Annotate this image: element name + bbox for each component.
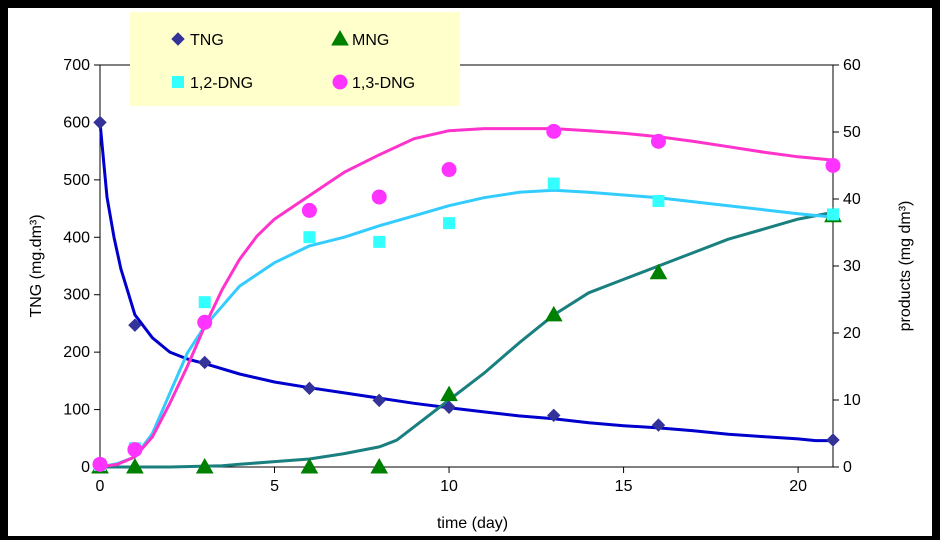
- legend-label-mng: MNG: [352, 32, 389, 49]
- tng-point: [651, 418, 666, 432]
- 1-2-dng-point: [443, 217, 456, 230]
- 1-3-dng-point: [441, 162, 457, 178]
- 1-3-dng-point: [197, 314, 213, 330]
- tng-point: [302, 381, 317, 396]
- 1-2-dng-point: [652, 195, 665, 208]
- tng-curve: [98, 120, 835, 443]
- 1-3-dng-point: [546, 123, 562, 139]
- mng-point: [370, 457, 389, 474]
- 1-2-dng-point: [373, 235, 386, 248]
- mng-point: [195, 457, 214, 474]
- 1-3-dng-point: [650, 133, 666, 149]
- 1-3-dng-point: [371, 189, 387, 205]
- legend-label-tng: TNG: [190, 32, 224, 49]
- legend-marker-mng: [331, 29, 349, 46]
- x-tick-label: 5: [270, 478, 279, 495]
- chart-card: 0 100 200 300 400 500 600 700 0 10 20 30 40 50 60 0 5 10 1…: [8, 8, 932, 536]
- right-tick-label: 10: [843, 392, 861, 409]
- mng-point: [649, 263, 668, 280]
- tng-point: [93, 115, 107, 130]
- x-tick-label: 10: [440, 478, 458, 495]
- tng-point: [547, 408, 561, 423]
- tng-point: [442, 400, 456, 414]
- y-left-axis-title: TNG (mg.dm³): [28, 214, 45, 317]
- legend-marker-1-3-dng: [332, 74, 348, 90]
- left-tick-label: 500: [63, 172, 90, 189]
- left-tick-label: 600: [63, 114, 90, 131]
- right-tick-label: 30: [843, 258, 861, 275]
- mng-point: [300, 457, 319, 474]
- right-tick-label: 0: [843, 459, 852, 476]
- 1-3-dng-curve: [98, 127, 835, 469]
- x-tick-label: 15: [615, 478, 633, 495]
- 1-3-dng-point: [301, 202, 317, 218]
- 1-2-dng-point: [547, 177, 560, 190]
- legend-marker-tng: [171, 32, 185, 46]
- right-tick-label: 20: [843, 325, 861, 342]
- legend-marker-1-2-dng: [172, 76, 184, 88]
- tng-point: [128, 318, 142, 332]
- x-tick-label: 0: [96, 478, 105, 495]
- left-tick-label: 200: [63, 344, 90, 361]
- right-tick-label: 40: [843, 191, 861, 208]
- x-axis-title: time (day): [437, 515, 508, 532]
- left-tick-label: 300: [63, 287, 90, 304]
- points-layer: [91, 115, 842, 474]
- mng-point: [544, 305, 563, 322]
- left-tick-label: 400: [63, 229, 90, 246]
- curves-layer: [98, 120, 835, 469]
- tng-point: [198, 355, 212, 370]
- 1-3-dng-point: [92, 456, 108, 472]
- left-tick-label: 0: [81, 459, 90, 476]
- legend-label-1-3-dng: 1,3-DNG: [352, 75, 415, 92]
- legend-label-1-2-dng: 1,2-DNG: [190, 75, 253, 92]
- 1-2-dng-curve: [98, 188, 835, 469]
- 1-3-dng-point: [825, 158, 841, 173]
- legend-box: [130, 12, 460, 106]
- tng-point: [826, 433, 840, 447]
- left-tick-label: 100: [63, 402, 90, 419]
- mng-curve: [98, 210, 835, 469]
- 1-2-dng-point: [198, 296, 211, 309]
- x-tick-label: 20: [789, 478, 807, 495]
- right-tick-label: 60: [843, 57, 861, 74]
- 1-3-dng-point: [127, 442, 143, 458]
- mng-point: [126, 457, 144, 474]
- right-tick-label: 50: [843, 124, 861, 141]
- y-right-axis-title: products (mg dm³): [897, 201, 914, 332]
- left-tick-label: 700: [63, 57, 90, 74]
- 1-2-dng-point: [827, 208, 839, 221]
- legend: TNG MNG 1,2-DNG 1,3-DNG: [130, 12, 460, 106]
- mng-point: [440, 385, 458, 402]
- 1-2-dng-point: [303, 231, 316, 244]
- tng-point: [372, 393, 386, 408]
